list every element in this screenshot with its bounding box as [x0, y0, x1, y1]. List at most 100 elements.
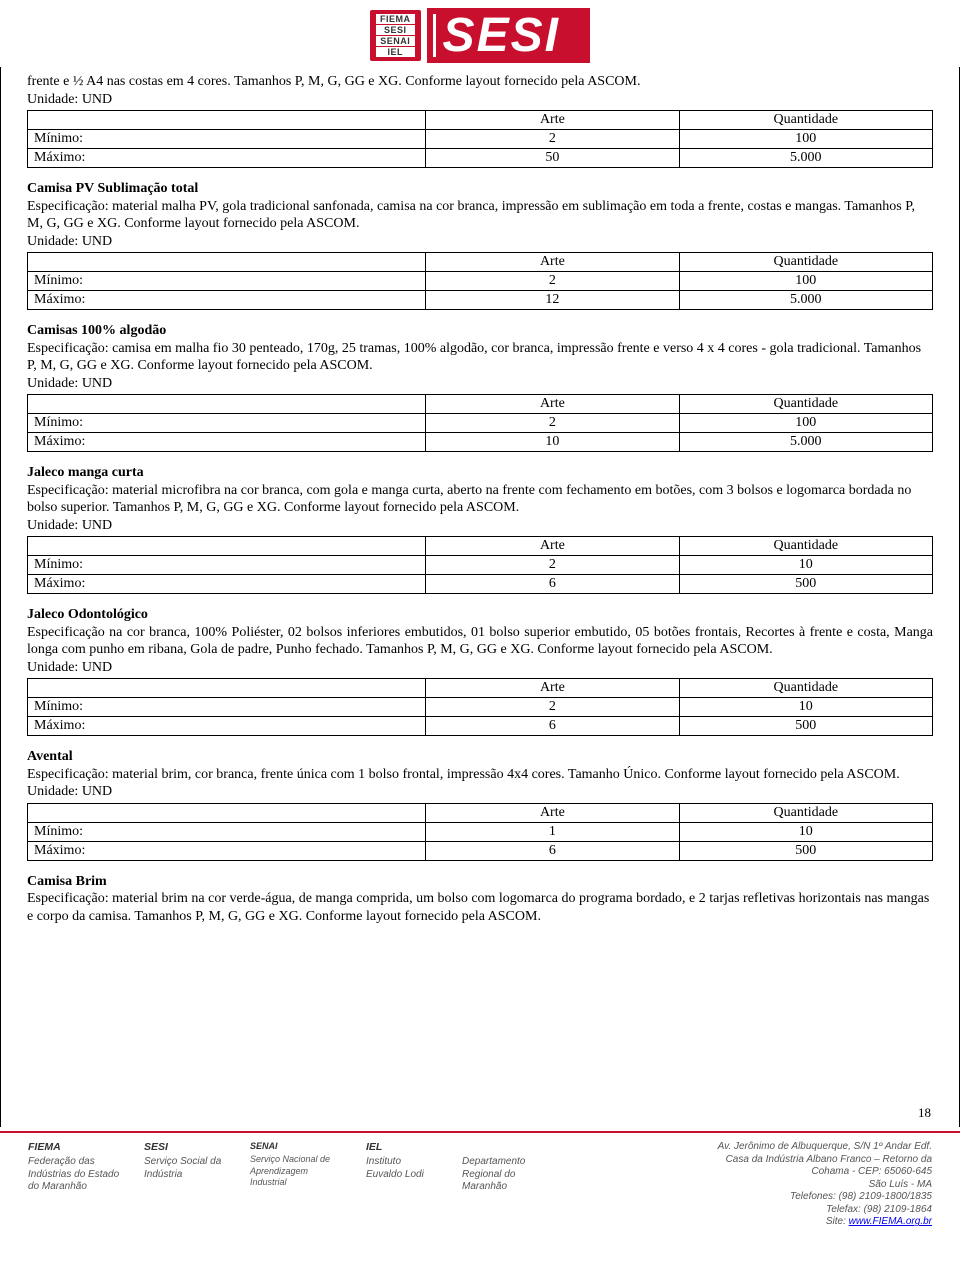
th-arte: Arte	[426, 803, 679, 822]
cell: 100	[679, 414, 932, 433]
cell: 100	[679, 130, 932, 149]
footer: FIEMA Federação das Indústrias do Estado…	[0, 1133, 960, 1247]
cell: 10	[426, 433, 679, 452]
page-number: 18	[918, 1105, 931, 1121]
cell: 50	[426, 149, 679, 168]
footer-col-iel: IEL Instituto Euvaldo Lodi	[366, 1141, 438, 1229]
addr-line: Cohama - CEP: 65060-645	[576, 1166, 932, 1179]
th-arte: Arte	[426, 395, 679, 414]
footer-col-senai: SENAI Serviço Nacional de Aprendizagem I…	[250, 1141, 342, 1229]
addr-line: Casa da Indústria Albano Franco – Retorn…	[576, 1154, 932, 1167]
spec-title: Camisa PV Sublimação total	[27, 180, 933, 198]
row-min: Mínimo:	[28, 414, 426, 433]
addr-line: São Luís - MA	[576, 1179, 932, 1192]
addr-line: Telefax: (98) 2109-1864	[576, 1204, 932, 1217]
th-arte: Arte	[426, 537, 679, 556]
cell: 500	[679, 717, 932, 736]
spec-section-5: Avental Especificação: material brim, co…	[27, 748, 933, 861]
spec-section-2: Camisas 100% algodão Especificação: cami…	[27, 322, 933, 452]
th-qtd: Quantidade	[679, 111, 932, 130]
cell: 2	[426, 130, 679, 149]
row-max: Máximo:	[28, 149, 426, 168]
spec-section-0: frente e ½ A4 nas costas em 4 cores. Tam…	[27, 73, 933, 168]
th-arte: Arte	[426, 111, 679, 130]
cell: 6	[426, 841, 679, 860]
spec-section-4: Jaleco Odontológico Especificação na cor…	[27, 606, 933, 736]
footer-title: SESI	[144, 1141, 226, 1154]
footer-col-sesi: SESI Serviço Social da Indústria	[144, 1141, 226, 1229]
cell: 10	[679, 556, 932, 575]
spec-unit: Unidade: UND	[27, 517, 933, 535]
cell: 5.000	[679, 149, 932, 168]
spec-section-6: Camisa Brim Especificação: material brim…	[27, 873, 933, 926]
spec-desc: Especificação: material brim na cor verd…	[27, 890, 933, 925]
spec-table-1: ArteQuantidade Mínimo:2100 Máximo:125.00…	[27, 252, 933, 310]
spec-title: Camisa Brim	[27, 873, 933, 891]
spec-table-4: ArteQuantidade Mínimo:210 Máximo:6500	[27, 678, 933, 736]
spec-unit: Unidade: UND	[27, 375, 933, 393]
row-min: Mínimo:	[28, 556, 426, 575]
th-qtd: Quantidade	[679, 537, 932, 556]
org-sesi: SESI	[376, 25, 415, 35]
th-qtd: Quantidade	[679, 679, 932, 698]
site-link[interactable]: www.FIEMA.org.br	[849, 1216, 932, 1227]
th-qtd: Quantidade	[679, 395, 932, 414]
row-max: Máximo:	[28, 841, 426, 860]
cell: 1	[426, 822, 679, 841]
spec-desc: Especificação: camisa em malha fio 30 pe…	[27, 340, 933, 375]
cell: 6	[426, 717, 679, 736]
spec-title: Avental	[27, 748, 933, 766]
cell: 6	[426, 575, 679, 594]
spec-unit: Unidade: UND	[27, 659, 933, 677]
spec-title: Jaleco manga curta	[27, 464, 933, 482]
cell: 10	[679, 822, 932, 841]
row-max: Máximo:	[28, 717, 426, 736]
spec-desc: Especificação: material malha PV, gola t…	[27, 198, 933, 233]
document-body: frente e ½ A4 nas costas em 4 cores. Tam…	[0, 67, 960, 1127]
footer-sub: Federação das Indústrias do Estado do Ma…	[28, 1156, 120, 1194]
spec-table-0: ArteQuantidade Mínimo:2100 Máximo:505.00…	[27, 110, 933, 168]
cell: 2	[426, 414, 679, 433]
th-arte: Arte	[426, 679, 679, 698]
footer-title: SENAI	[250, 1141, 342, 1152]
footer-sub: Serviço Social da Indústria	[144, 1156, 226, 1181]
footer-sub: Serviço Nacional de Aprendizagem Industr…	[250, 1154, 342, 1188]
spec-section-1: Camisa PV Sublimação total Especificação…	[27, 180, 933, 310]
spec-unit: Unidade: UND	[27, 783, 933, 801]
sesi-brand-logo: SESI	[427, 8, 590, 63]
cell: 2	[426, 698, 679, 717]
footer-title	[462, 1141, 552, 1154]
th-arte: Arte	[426, 253, 679, 272]
spec-desc: Especificação: material microfibra na co…	[27, 482, 933, 517]
cell: 5.000	[679, 433, 932, 452]
footer-col-address: Av. Jerônimo de Albuquerque, S/N 1º Anda…	[576, 1141, 932, 1229]
cell: 5.000	[679, 291, 932, 310]
org-iel: IEL	[376, 47, 415, 57]
row-min: Mínimo:	[28, 272, 426, 291]
cell: 2	[426, 556, 679, 575]
fiema-stack-logo: FIEMA SESI SENAI IEL	[370, 10, 421, 61]
footer-sub: Instituto Euvaldo Lodi	[366, 1156, 438, 1181]
spec-intro: frente e ½ A4 nas costas em 4 cores. Tam…	[27, 73, 933, 91]
th-qtd: Quantidade	[679, 253, 932, 272]
row-min: Mínimo:	[28, 822, 426, 841]
spec-title: Camisas 100% algodão	[27, 322, 933, 340]
addr-line: Telefones: (98) 2109-1800/1835	[576, 1191, 932, 1204]
th-qtd: Quantidade	[679, 803, 932, 822]
footer-col-fiema: FIEMA Federação das Indústrias do Estado…	[28, 1141, 120, 1229]
spec-desc: Especificação na cor branca, 100% Poliés…	[27, 624, 933, 659]
row-min: Mínimo:	[28, 130, 426, 149]
cell: 10	[679, 698, 932, 717]
footer-title: FIEMA	[28, 1141, 120, 1154]
spec-table-2: ArteQuantidade Mínimo:2100 Máximo:105.00…	[27, 394, 933, 452]
addr-site: Site: www.FIEMA.org.br	[576, 1216, 932, 1229]
spec-unit: Unidade: UND	[27, 233, 933, 251]
addr-line: Av. Jerônimo de Albuquerque, S/N 1º Anda…	[576, 1141, 932, 1154]
footer-col-dept: Departamento Regional do Maranhão	[462, 1141, 552, 1229]
header-logo: FIEMA SESI SENAI IEL SESI	[0, 0, 960, 67]
spec-title: Jaleco Odontológico	[27, 606, 933, 624]
spec-section-3: Jaleco manga curta Especificação: materi…	[27, 464, 933, 594]
cell: 2	[426, 272, 679, 291]
footer-title: IEL	[366, 1141, 438, 1154]
row-max: Máximo:	[28, 291, 426, 310]
